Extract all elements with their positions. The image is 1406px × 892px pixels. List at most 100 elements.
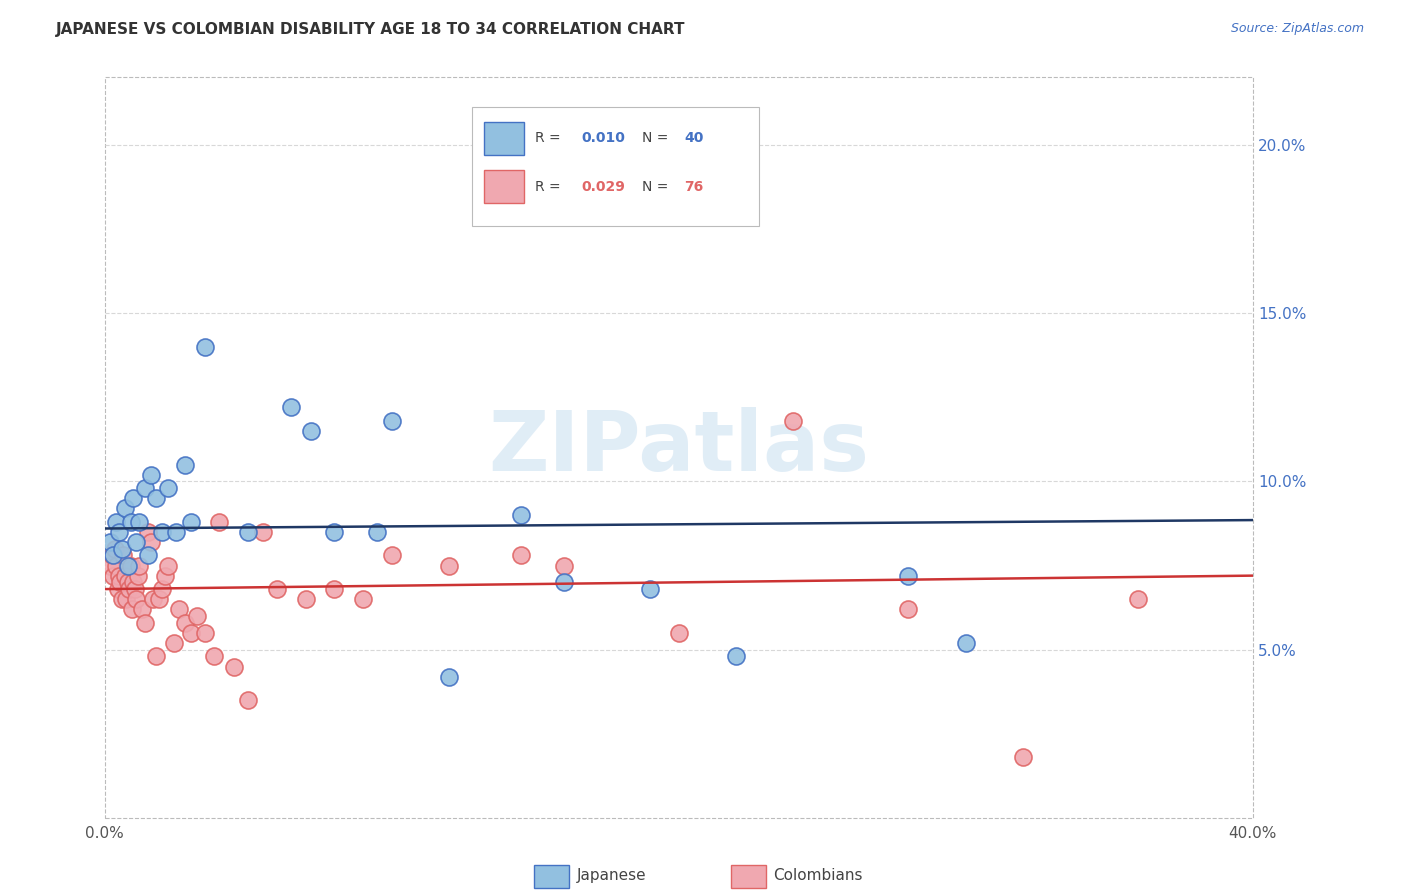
Point xyxy=(638,582,661,596)
Point xyxy=(111,541,134,556)
Point xyxy=(115,592,138,607)
Point xyxy=(156,558,179,573)
Point xyxy=(153,568,176,582)
Point xyxy=(111,592,134,607)
Text: Japanese: Japanese xyxy=(576,869,647,883)
Point xyxy=(128,515,150,529)
Point xyxy=(238,524,260,539)
Text: JAPANESE VS COLOMBIAN DISABILITY AGE 18 TO 34 CORRELATION CHART: JAPANESE VS COLOMBIAN DISABILITY AGE 18 … xyxy=(56,22,686,37)
Point xyxy=(104,541,127,556)
Text: 0.029: 0.029 xyxy=(581,180,626,194)
Text: 0.010: 0.010 xyxy=(581,131,626,145)
Text: Colombians: Colombians xyxy=(773,869,863,883)
Point xyxy=(114,501,136,516)
Point xyxy=(222,659,245,673)
Point xyxy=(280,401,302,415)
FancyBboxPatch shape xyxy=(472,107,759,226)
Point xyxy=(117,575,139,590)
Point xyxy=(194,340,217,354)
Point xyxy=(125,592,148,607)
Point xyxy=(134,481,156,495)
Point xyxy=(114,568,136,582)
Point xyxy=(553,575,575,590)
Point xyxy=(156,481,179,495)
Text: R =: R = xyxy=(536,131,565,145)
Point xyxy=(117,558,139,573)
Point xyxy=(122,575,145,590)
Text: ZIPatlas: ZIPatlas xyxy=(488,408,869,488)
Point xyxy=(120,515,142,529)
Point xyxy=(381,549,404,563)
Point xyxy=(112,549,135,563)
Text: Source: ZipAtlas.com: Source: ZipAtlas.com xyxy=(1230,22,1364,36)
Point xyxy=(134,615,156,630)
Point xyxy=(105,515,128,529)
Point xyxy=(323,524,346,539)
Point xyxy=(725,649,748,664)
Point xyxy=(108,568,131,582)
FancyBboxPatch shape xyxy=(484,170,523,203)
Point xyxy=(100,558,122,573)
Point xyxy=(1126,592,1149,607)
Point xyxy=(897,602,920,616)
Point xyxy=(352,592,374,607)
FancyBboxPatch shape xyxy=(484,122,523,155)
Point xyxy=(174,458,197,472)
Text: R =: R = xyxy=(536,180,565,194)
Point xyxy=(131,602,153,616)
Point xyxy=(142,592,165,607)
Point xyxy=(100,535,122,549)
Point xyxy=(107,582,129,596)
Point xyxy=(174,615,197,630)
Point xyxy=(103,549,125,563)
Point xyxy=(553,558,575,573)
Point xyxy=(103,568,125,582)
Point xyxy=(169,602,191,616)
Point xyxy=(118,582,141,596)
Point xyxy=(208,515,231,529)
Point xyxy=(150,524,173,539)
Point xyxy=(136,524,159,539)
Text: N =: N = xyxy=(643,180,672,194)
Point xyxy=(125,535,148,549)
Point xyxy=(366,524,388,539)
Point xyxy=(121,602,143,616)
Point xyxy=(128,558,150,573)
Point xyxy=(150,582,173,596)
Point xyxy=(252,524,274,539)
Point xyxy=(202,649,225,664)
Point xyxy=(148,592,170,607)
Point xyxy=(897,568,920,582)
Point xyxy=(294,592,316,607)
Point xyxy=(145,649,167,664)
Point xyxy=(299,424,322,438)
Point xyxy=(124,582,146,596)
Point xyxy=(122,491,145,506)
Text: 40: 40 xyxy=(685,131,704,145)
Point xyxy=(108,524,131,539)
Point xyxy=(266,582,288,596)
Point xyxy=(1012,750,1035,764)
Point xyxy=(101,549,124,563)
Point xyxy=(381,414,404,428)
Text: 76: 76 xyxy=(685,180,703,194)
Point xyxy=(509,549,531,563)
Point xyxy=(136,549,159,563)
Point xyxy=(437,670,460,684)
Point xyxy=(139,467,162,482)
Point xyxy=(509,508,531,522)
Point xyxy=(180,625,202,640)
Point xyxy=(165,524,187,539)
Point xyxy=(127,568,149,582)
Point xyxy=(180,515,202,529)
Point xyxy=(145,491,167,506)
Point xyxy=(782,414,804,428)
Point xyxy=(955,636,977,650)
Point xyxy=(323,582,346,596)
Point xyxy=(238,693,260,707)
Point xyxy=(105,558,128,573)
Point xyxy=(437,558,460,573)
Point xyxy=(186,609,208,624)
Point xyxy=(120,558,142,573)
Point xyxy=(110,575,132,590)
